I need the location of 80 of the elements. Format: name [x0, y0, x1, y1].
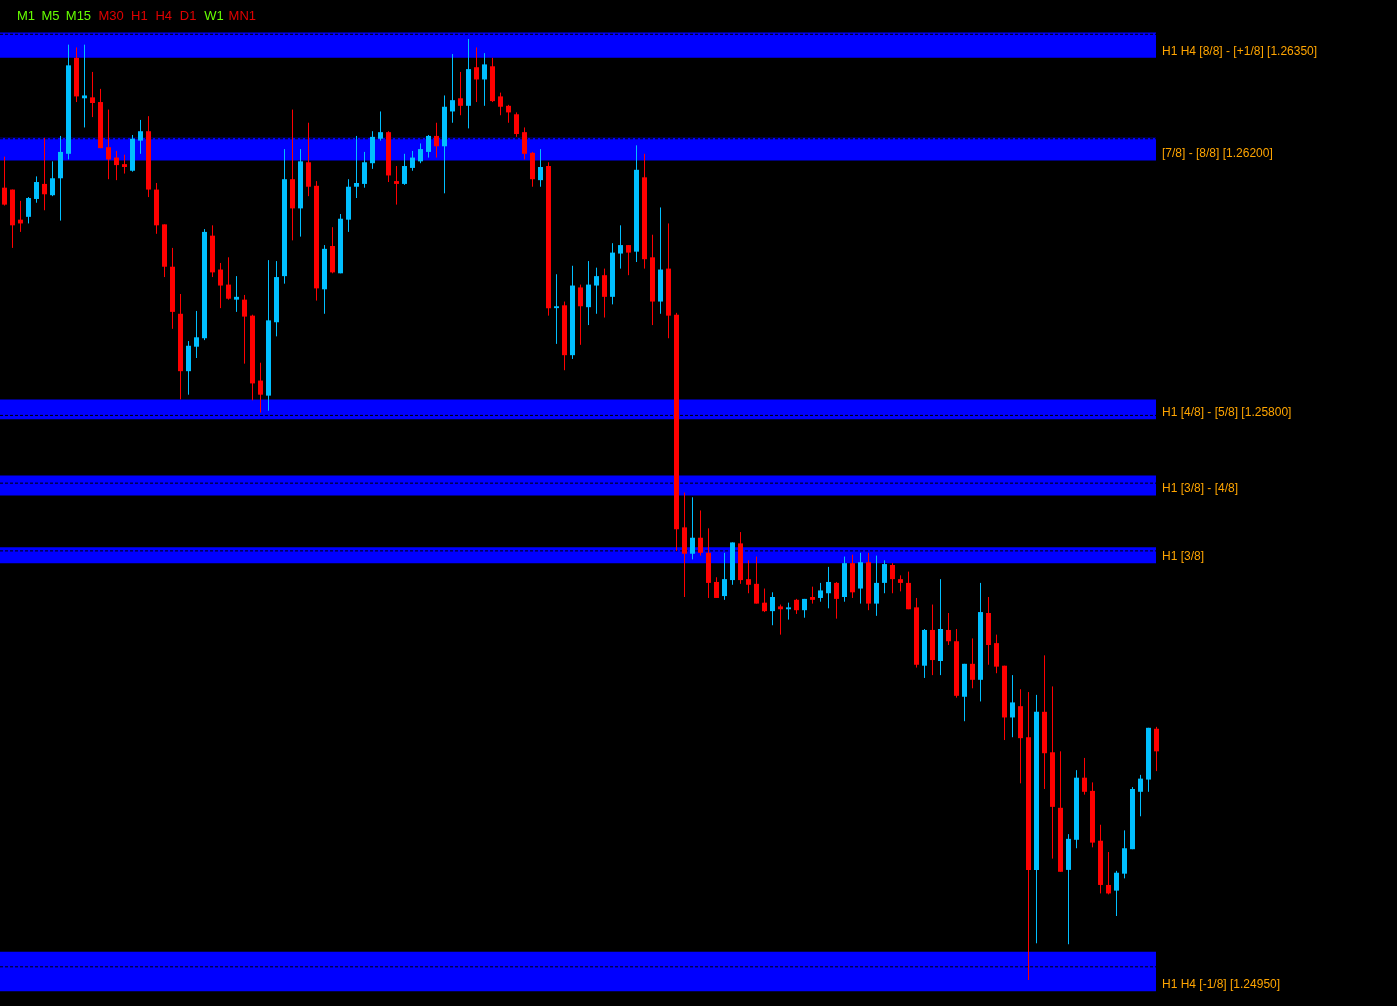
- candlestick: [770, 591, 775, 626]
- candlestick: [434, 122, 439, 159]
- candlestick: [1138, 774, 1143, 817]
- candlestick: [746, 559, 751, 594]
- candlestick: [874, 555, 879, 617]
- candlestick: [450, 53, 455, 124]
- candlestick: [538, 148, 543, 188]
- text: H1: [131, 8, 148, 23]
- text: MN1: [228, 8, 257, 23]
- candlestick: [82, 44, 87, 128]
- candlestick: [90, 71, 95, 118]
- candlestick: [426, 134, 431, 159]
- candlestick: [970, 637, 975, 689]
- candlestick: [882, 559, 887, 594]
- band-label: H1 [3/8]: [1162, 549, 1205, 564]
- candlestick: [602, 268, 607, 319]
- candlestick: [762, 588, 767, 613]
- candlestick: [834, 581, 839, 620]
- candlestick: [138, 119, 143, 155]
- candlestick: [378, 110, 383, 142]
- candlestick: [1114, 870, 1119, 917]
- text: D1: [179, 8, 197, 23]
- candlestick: [114, 150, 119, 181]
- candlestick: [594, 267, 599, 315]
- candlestick: [722, 552, 727, 601]
- candlestick: [354, 135, 359, 199]
- candlestick: [362, 151, 367, 189]
- candlestick: [402, 153, 407, 186]
- candlestick: [778, 604, 783, 636]
- candlestick: [50, 160, 55, 197]
- band-label: H1 H4 [8/8] - [+1/8] [1.26350]: [1162, 43, 1318, 58]
- candlestick: [698, 509, 703, 557]
- candlestick: [946, 612, 951, 646]
- candlestick: [2, 156, 7, 207]
- candlestick: [890, 562, 895, 594]
- candlestick: [554, 273, 559, 345]
- candlestick: [106, 109, 111, 180]
- candlestick: [754, 556, 759, 605]
- candlestick: [218, 262, 223, 309]
- candlestick: [394, 165, 399, 206]
- candlestick: [34, 175, 39, 204]
- candlestick: [826, 566, 831, 609]
- text: H4: [155, 8, 173, 23]
- text: M30: [98, 8, 124, 23]
- candlestick: [690, 496, 695, 560]
- candlestick: [1154, 726, 1159, 772]
- candlestick: [242, 294, 247, 365]
- candlestick: [42, 137, 47, 211]
- candlestick: [122, 154, 127, 175]
- candlestick: [258, 362, 263, 414]
- candlestick: [714, 576, 719, 599]
- band-label: H1 [4/8] - [5/8] [1.25800]: [1162, 405, 1292, 420]
- candlestick: [818, 582, 823, 603]
- candlestick: [410, 150, 415, 172]
- candlestick: [618, 224, 623, 270]
- candlestick: [234, 275, 239, 313]
- text: W1: [204, 8, 224, 23]
- candlestick: [522, 126, 527, 160]
- candlestick: [498, 92, 503, 116]
- candlestick: [474, 46, 479, 103]
- candlestick: [578, 284, 583, 346]
- band-label: H1 [3/8] - [4/8]: [1162, 481, 1239, 496]
- candlestick: [626, 244, 631, 276]
- band-label: H1 H4 [-1/8] [1.24950]: [1162, 977, 1281, 992]
- text: M1: [17, 8, 36, 23]
- candlestick: [586, 260, 591, 326]
- candlestick: [226, 256, 231, 301]
- text: M5: [41, 8, 60, 23]
- candlestick: [1010, 674, 1015, 738]
- text: M15: [65, 8, 92, 23]
- candlestick: [458, 71, 463, 116]
- candlestick: [26, 196, 31, 224]
- candlestick: [994, 634, 999, 674]
- candlestick: [514, 111, 519, 138]
- band-label: [7/8] - [8/8] [1.26200]: [1162, 146, 1273, 161]
- candlestick: [482, 52, 487, 107]
- candlestick: [418, 142, 423, 164]
- candlestick: [194, 310, 199, 359]
- candlestick: [1082, 757, 1087, 796]
- candlestick: [1106, 851, 1111, 895]
